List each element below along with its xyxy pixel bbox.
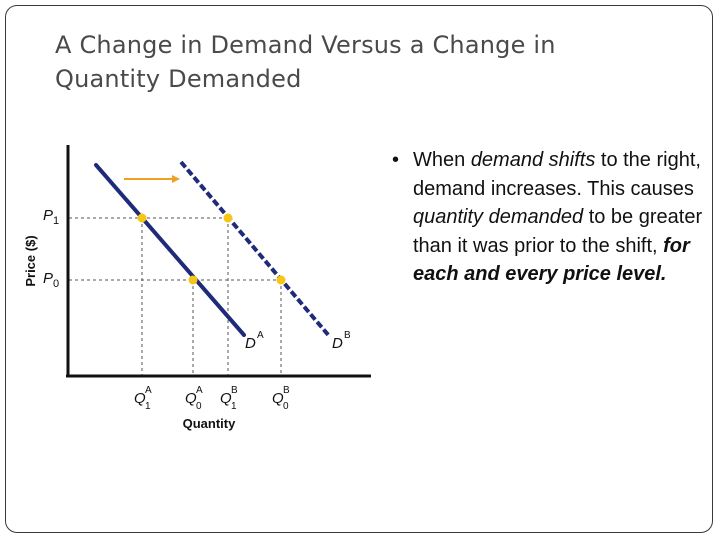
point-p0-q0a [188, 275, 198, 285]
quantity-labels: Q A 1 Q A 0 Q B 1 Q B 0 [134, 385, 290, 412]
price-label-p0: P0 [43, 270, 59, 290]
qlabel-q0b-letter: Q [272, 390, 284, 407]
demand-curve-b [179, 160, 332, 339]
point-p0-q0b [276, 275, 286, 285]
price-label-p0-letter: P [43, 270, 53, 287]
qlabel-q1a-sup: A [145, 385, 152, 396]
slide-title: A Change in Demand Versus a Change in Qu… [55, 28, 675, 96]
price-label-p1-sub: 1 [53, 215, 59, 227]
qlabel-q1a-letter: Q [134, 390, 146, 407]
y-axis-label: Price ($) [23, 235, 38, 286]
price-label-p1: P1 [43, 207, 59, 227]
curve-label-da-sup: A [257, 330, 264, 341]
bullet-text-2: to the right, demand increases. This cau… [413, 149, 701, 200]
qlabel-q1b-letter: Q [220, 390, 232, 407]
emphasis-every-price-level: for each and every price level. [413, 234, 690, 286]
bullet-text-1: When [413, 149, 471, 171]
x-axis-label: Quantity [183, 416, 236, 431]
emphasis-demand-shifts: demand shifts [470, 149, 596, 171]
qlabel-q0b-sup: B [283, 385, 290, 396]
qlabel-q1a-sub: 1 [145, 401, 151, 412]
price-label-p0-sub: 0 [53, 278, 59, 290]
bullet-symbol: • [392, 149, 400, 171]
guide-lines [69, 217, 282, 376]
bullet-text: When demand shifts to the right, demand … [413, 146, 707, 289]
slide-title-line-2: Quantity Demanded [55, 65, 302, 93]
qlabel-q0a-sub: 0 [196, 401, 202, 412]
axes [66, 145, 371, 378]
curve-label-db-sup: B [344, 330, 351, 341]
qlabel-q0a-letter: Q [185, 390, 197, 407]
price-label-p1-letter: P [43, 207, 53, 224]
qlabel-q1b-sub: 1 [231, 401, 237, 412]
qlabel-q1b-sup: B [231, 385, 238, 396]
slide-title-line-1: A Change in Demand Versus a Change in [55, 31, 556, 59]
point-p1-q1b [223, 213, 233, 223]
emphasis-quantity-demanded: quantity demanded [413, 206, 584, 229]
qlabel-q0a-sup: A [196, 385, 203, 396]
point-p1-q1a [137, 213, 147, 223]
demand-curve-a [94, 163, 246, 337]
bullet-point: • When demand shifts to the right, deman… [392, 146, 707, 289]
equilibrium-points [137, 213, 286, 285]
curve-label-db: D [332, 335, 343, 352]
curve-labels: D A D B [245, 330, 351, 352]
qlabel-q0b-sub: 0 [283, 401, 289, 412]
bullet-text-3: to be greater than it was prior to the s… [413, 206, 703, 257]
curve-label-da: D [245, 335, 256, 352]
slide-frame [5, 5, 713, 533]
